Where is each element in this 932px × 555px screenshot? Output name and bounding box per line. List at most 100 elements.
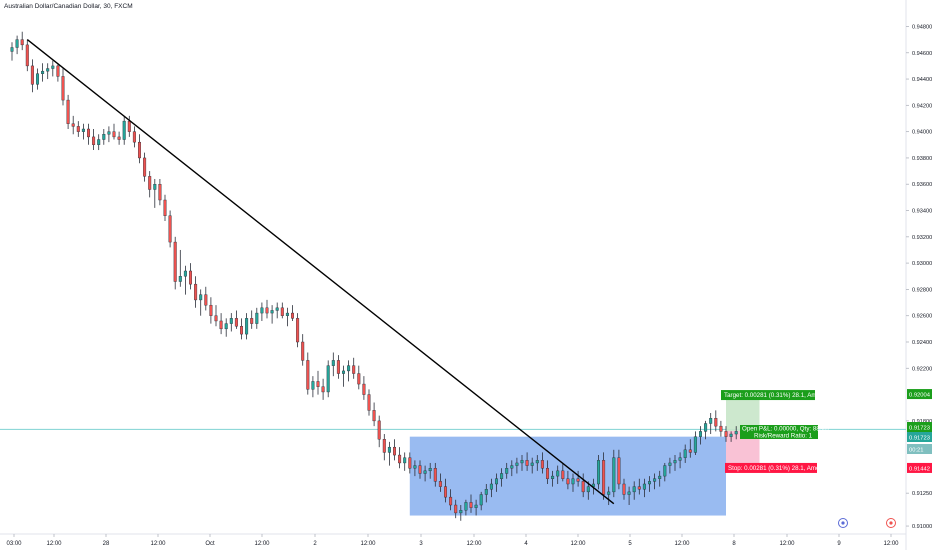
candle-body [612,457,616,493]
candle-body [199,294,203,301]
candle-body [265,307,269,314]
candle-body [591,483,595,487]
candle-body [137,141,141,159]
candle-body [648,481,652,485]
candle-body [280,307,284,316]
entry-price-tag-b-bg [907,432,932,443]
candle-body [724,431,728,437]
stop-price-tag-bg [907,462,932,473]
price-tick-label: 0.91800 [912,419,932,425]
candle-body [418,465,422,474]
candle-body [602,460,606,495]
candle-body [428,468,432,472]
candle-body [163,199,167,216]
candle-body [403,457,407,464]
time-tick-label: 03:00 [6,541,22,547]
candle-body [153,184,157,190]
candle-body [637,486,641,490]
candle-body [678,457,682,461]
candle-body [607,491,611,495]
time-tick-label: 12:00 [466,541,482,547]
price-tick-label: 0.92400 [912,340,932,346]
candle-body [311,381,315,390]
candle-body [229,318,233,324]
candle-body [622,483,626,495]
candle-body [530,462,534,466]
candle-body [173,241,177,282]
candle-body [76,126,80,132]
candle-body [41,70,45,74]
candle-body [92,136,96,145]
entry-price-tag-b: 0.91723 [909,436,930,442]
candle-body [505,468,509,474]
candle-body [239,326,243,335]
price-tick-label: 0.93600 [912,182,932,188]
trendline [26,39,615,505]
candle-body [617,457,621,485]
candle-body [51,65,55,69]
candle-body [668,462,672,466]
price-tick-label: 0.93800 [912,156,932,162]
candle-body [484,489,488,495]
stop-label: Stop: 0.00281 (0.31%) 28.1, Amount [728,465,828,472]
marker-dot [889,521,893,525]
candle-body [30,65,34,85]
candle-body [520,460,524,464]
candle-body [102,134,106,140]
candle-body [112,131,116,138]
candle-body [66,99,70,124]
time-tick-label: 12:00 [150,541,166,547]
target-price-tag-bg [907,389,932,400]
price-tick-label: 0.94400 [912,77,932,83]
target-label-bg [721,390,815,401]
candle-body [408,457,412,469]
current-time-tag: 00:21 [909,448,924,454]
time-tick-label: 9 [837,541,841,547]
candle-body [148,176,152,190]
candle-body [581,481,585,493]
candle-body [245,318,249,335]
candle-body [734,431,738,435]
price-tick-label: 0.91250 [912,491,932,497]
candle-body [296,318,300,343]
candle-body [372,410,376,422]
ratio-text: Risk/Reward Ratio: 1 [754,433,813,440]
candle-body [474,504,478,508]
target-price-tag: 0.92004 [909,393,931,399]
candle-body [642,483,646,490]
time-tick-label: 12:00 [360,541,376,547]
candle-body [291,312,295,319]
candle-body [699,431,703,437]
candle-body [143,157,147,177]
target-label: Target: 0.00281 (0.31%) 28.1, Amount [724,392,829,399]
price-tick-label: 0.93200 [912,235,932,241]
pnl-text: Open P&L: 0.00000, Qty: 88967 [742,426,831,433]
candle-body [15,39,19,48]
candle-body [464,502,468,511]
candle-body [285,312,289,316]
candle-body [535,460,539,464]
candle-body [704,423,708,432]
candle-body [377,420,381,440]
candle-body [515,462,519,466]
candle-body [387,446,391,453]
stop-label-bg [725,462,817,473]
price-tick-label: 0.93000 [912,261,932,267]
time-tick-label: 2 [313,541,317,547]
candle-body [107,131,111,135]
price-tick-label: 0.94200 [912,103,932,109]
candle-body [357,373,361,385]
candle-body [347,365,351,372]
candle-body [398,454,402,464]
candle-body [525,460,529,466]
price-tick-label: 0.91000 [912,524,932,530]
candle-body [255,312,259,324]
price-tick-label: 0.94800 [912,24,932,30]
candle-body [321,386,325,393]
price-axis: 0.94800 0.94600 0.94400 0.94200 0.94000 0.938… [906,24,932,530]
candle-body [260,307,264,314]
candle-body [719,425,723,432]
time-tick-label: 12:00 [254,541,270,547]
